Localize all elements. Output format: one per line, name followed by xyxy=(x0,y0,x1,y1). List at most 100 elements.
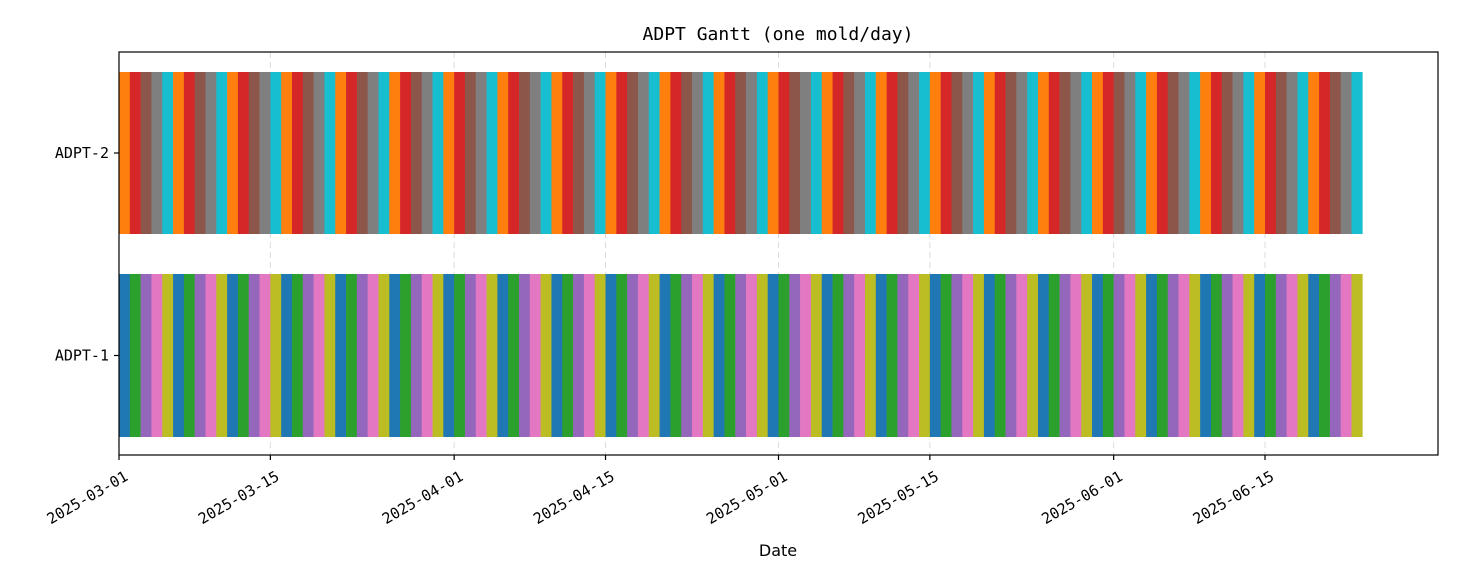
gantt-day-bar xyxy=(627,72,639,234)
gantt-day-bar xyxy=(1340,274,1352,437)
gantt-day-bar xyxy=(1167,72,1179,234)
gantt-day-bar xyxy=(281,274,293,437)
gantt-day-bar xyxy=(237,72,250,234)
gantt-day-bar xyxy=(843,274,855,437)
gantt-day-bar xyxy=(875,72,887,234)
gantt-day-bar xyxy=(616,72,628,234)
gantt-day-bar xyxy=(1286,72,1298,234)
gantt-day-bar xyxy=(886,72,898,234)
gantt-day-bar xyxy=(778,72,790,234)
gantt-day-bar xyxy=(1124,274,1136,437)
gantt-day-bar xyxy=(486,274,498,437)
gantt-day-bar xyxy=(605,274,617,437)
x-tick-label: 2025-03-15 xyxy=(195,467,282,528)
gantt-day-bar xyxy=(962,72,974,234)
gantt-day-bar xyxy=(529,72,541,234)
gantt-day-bar xyxy=(875,274,887,437)
gantt-day-bar xyxy=(897,274,909,437)
gantt-day-bar xyxy=(756,274,768,437)
gantt-day-bar xyxy=(367,274,379,437)
gantt-day-bar xyxy=(291,72,304,234)
gantt-day-bar xyxy=(681,274,693,437)
gantt-day-bar xyxy=(702,274,714,437)
gantt-day-bar xyxy=(378,72,390,234)
gantt-day-bar xyxy=(1048,72,1060,234)
gantt-day-bar xyxy=(129,274,141,437)
x-axis: 2025-03-01 2025-03-15 2025-04-01 2025-04-15… xyxy=(44,455,1277,528)
gantt-day-bar xyxy=(1254,274,1266,437)
gantt-day-bar xyxy=(670,72,682,234)
gantt-day-bar xyxy=(573,72,585,234)
gantt-day-bar xyxy=(994,72,1006,234)
gantt-day-bar xyxy=(810,72,823,234)
gantt-day-bar xyxy=(983,72,996,234)
gantt-day-bar xyxy=(129,72,141,234)
gantt-day-bar xyxy=(421,72,433,234)
gantt-day-bar xyxy=(324,72,336,234)
gantt-day-bar xyxy=(475,72,487,234)
gantt-day-bar xyxy=(1308,274,1320,437)
gantt-day-bar xyxy=(778,274,790,437)
gantt-day-bar xyxy=(519,274,531,437)
gantt-day-bar xyxy=(789,274,801,437)
gantt-day-bar xyxy=(562,274,574,437)
gantt-day-bar xyxy=(140,72,152,234)
gantt-day-bar xyxy=(1189,72,1201,234)
bars-layer xyxy=(119,72,1363,437)
gantt-day-bar xyxy=(313,274,325,437)
gantt-day-bar xyxy=(1037,274,1050,437)
gantt-day-bar xyxy=(724,72,736,234)
gantt-day-bar xyxy=(1113,274,1125,437)
gantt-day-bar xyxy=(1200,72,1212,234)
gantt-day-bar xyxy=(540,72,552,234)
gantt-day-bar xyxy=(151,274,163,437)
gantt-day-bar xyxy=(1200,274,1212,437)
gantt-day-bar xyxy=(1135,274,1147,437)
gantt-day-bar xyxy=(583,72,596,234)
y-tick-label: ADPT-2 xyxy=(55,144,109,162)
gantt-day-bar xyxy=(562,72,574,234)
gantt-day-bar xyxy=(735,72,747,234)
gantt-day-bar xyxy=(432,72,444,234)
gantt-day-bar xyxy=(810,274,823,437)
gantt-day-bar xyxy=(854,72,866,234)
gantt-day-bar xyxy=(1146,72,1158,234)
gantt-day-bar xyxy=(637,274,650,437)
gantt-day-bar xyxy=(994,274,1006,437)
gantt-day-bar xyxy=(1037,72,1050,234)
gantt-day-bar xyxy=(443,274,455,437)
gantt-day-bar xyxy=(335,274,347,437)
gantt-day-bar xyxy=(497,274,509,437)
gantt-day-bar xyxy=(800,72,812,234)
gantt-day-bar xyxy=(173,274,185,437)
gantt-day-bar xyxy=(194,274,206,437)
gantt-day-bar xyxy=(1275,72,1287,234)
gantt-day-bar xyxy=(692,274,704,437)
gantt-day-bar xyxy=(227,72,239,234)
gantt-day-bar xyxy=(735,274,747,437)
gantt-day-bar xyxy=(713,274,725,437)
gantt-day-bar xyxy=(940,72,952,234)
gantt-day-bar xyxy=(1178,72,1190,234)
gantt-day-bar xyxy=(508,274,520,437)
gantt-day-bar xyxy=(1232,72,1244,234)
gantt-day-bar xyxy=(519,72,531,234)
gantt-day-bar xyxy=(746,274,758,437)
gantt-day-bar xyxy=(832,274,844,437)
gantt-day-bar xyxy=(973,72,985,234)
gantt-day-bar xyxy=(940,274,952,437)
gantt-day-bar xyxy=(443,72,455,234)
x-tick-label: 2025-03-01 xyxy=(44,467,131,528)
gantt-day-bar xyxy=(767,72,779,234)
gantt-day-bar xyxy=(983,274,996,437)
gantt-day-bar xyxy=(173,72,185,234)
gantt-day-bar xyxy=(648,72,660,234)
gantt-day-bar xyxy=(800,274,812,437)
gantt-day-bar xyxy=(1221,274,1233,437)
gantt-day-bar xyxy=(367,72,379,234)
gantt-day-bar xyxy=(627,274,639,437)
gantt-day-bar xyxy=(551,72,563,234)
gantt-day-bar xyxy=(1351,274,1363,437)
gantt-day-bar xyxy=(594,274,606,437)
gantt-day-bar xyxy=(756,72,768,234)
